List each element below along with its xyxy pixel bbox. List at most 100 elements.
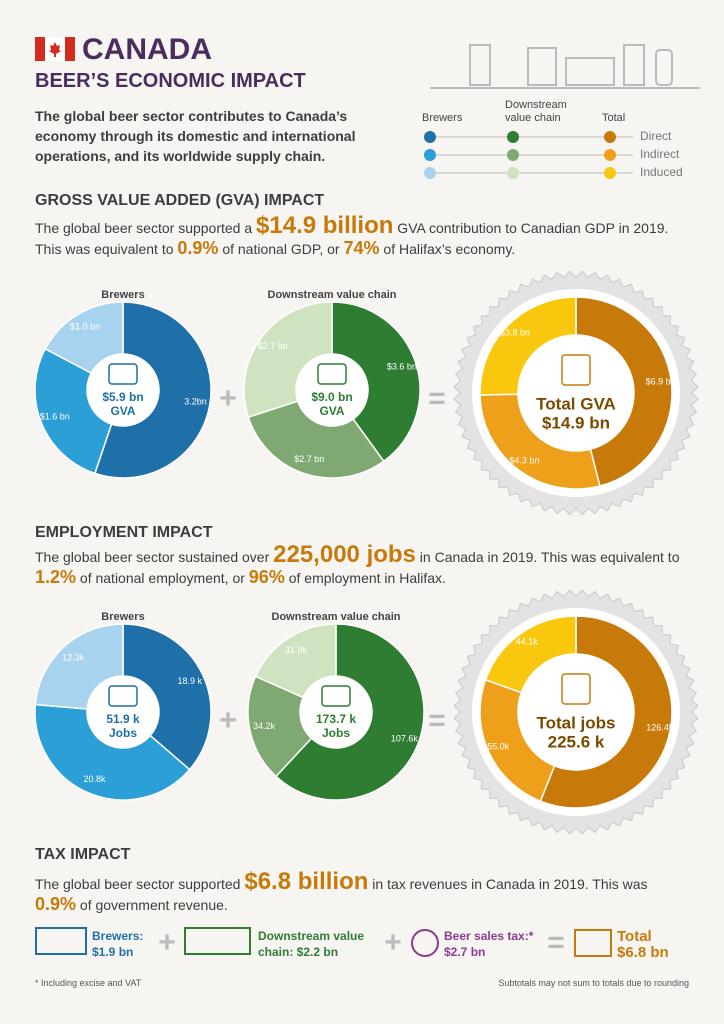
chart-title: Downstream value chain	[268, 289, 397, 301]
slice	[34, 703, 191, 801]
center-label: GVA	[110, 404, 135, 418]
section-heading: TAX IMPACT	[35, 846, 131, 863]
emphasis: $6.8 billion	[244, 868, 369, 895]
center-label: 225.6 k	[548, 732, 605, 751]
slice	[247, 400, 385, 479]
value-label: 18.9 k	[178, 676, 203, 686]
center-hole	[87, 354, 159, 426]
section-text: The global beer sector sustained over 22…	[35, 543, 705, 588]
center-icon	[317, 363, 347, 385]
center-hole	[518, 335, 634, 451]
center-label: $9.0 bn	[311, 390, 352, 404]
center-label: Jobs	[109, 726, 137, 740]
value-label: 3.2bn	[184, 396, 207, 406]
emphasis: 96%	[248, 567, 285, 587]
text: The global beer sector sustained over	[35, 549, 274, 565]
text: of national employment, or	[76, 570, 249, 586]
emphasis: 0.9%	[35, 894, 77, 914]
legend-column: Total	[602, 112, 625, 124]
value-label: 55.0k	[487, 742, 510, 752]
text: of Halifax’s economy.	[379, 241, 516, 257]
intro: The global beer sector contributes to Ca…	[35, 108, 356, 164]
value-label: 20.8k	[83, 774, 106, 784]
legend-dot	[604, 167, 616, 179]
legend-row: Induced	[640, 165, 683, 179]
center-icon	[108, 685, 138, 707]
slice	[243, 301, 333, 419]
emphasis: 225,000 jobs	[273, 541, 416, 568]
svg-text:+: +	[219, 704, 237, 737]
text: in Canada in 2019. This was equivalent t…	[415, 549, 680, 565]
emphasis: $14.9 billion	[256, 212, 394, 239]
footnote: * Including excise and VAT	[35, 978, 142, 988]
value-label: $2.7 bn	[258, 341, 288, 351]
center-label: $14.9 bn	[542, 413, 610, 432]
center-label: Total GVA	[536, 394, 616, 413]
text: in tax revenues in Canada in 2019. This …	[368, 876, 648, 892]
section-text: The global beer sector supported a $14.9…	[35, 214, 695, 259]
tax-item: $2.7 bn	[444, 945, 485, 959]
legend-dot	[424, 149, 436, 161]
chart-title: Downstream value chain	[272, 611, 401, 623]
value-label: $1.6 bn	[40, 412, 70, 422]
beer-icons	[430, 44, 700, 89]
legend-column: Brewers	[422, 112, 463, 124]
legend: Brewers Downstream value chain Total Direct I…	[422, 99, 683, 179]
tax-item: Brewers:	[92, 929, 143, 943]
center-label: 51.9 k	[106, 712, 140, 726]
legend-dot	[507, 131, 519, 143]
tax-item: chain: $2.2 bn	[258, 945, 338, 959]
emphasis: 0.9%	[177, 238, 219, 258]
chart-title: Brewers	[101, 611, 144, 623]
legend-column: Downstream value chain	[505, 99, 567, 124]
value-label: $2.7 bn	[294, 454, 324, 464]
center-hole	[518, 654, 634, 770]
svg-text:=: =	[428, 382, 446, 415]
svg-text:+: +	[219, 382, 237, 415]
value-label: 107.6k	[391, 733, 419, 743]
tax-item: Downstream value	[258, 929, 364, 943]
legend-dot	[604, 149, 616, 161]
legend-dot	[424, 167, 436, 179]
text: The global beer sector supported a	[35, 220, 257, 236]
legend-column: Downstream	[505, 99, 567, 111]
center-label: GVA	[319, 404, 344, 418]
value-label: 126.4k	[646, 723, 674, 733]
legend-column: value chain	[505, 112, 561, 124]
legend-dot	[507, 149, 519, 161]
subtitle: BEER’S ECONOMIC IMPACT	[35, 70, 306, 92]
center-hole	[296, 354, 368, 426]
flag	[35, 37, 75, 61]
slice	[331, 301, 421, 463]
operators: + = + = + + =	[158, 382, 565, 959]
section-heading: GROSS VALUE ADDED (GVA) IMPACT	[35, 192, 325, 209]
svg-text:=: =	[428, 704, 446, 737]
center-icon	[108, 363, 138, 385]
tax-item: $1.9 bn	[92, 945, 133, 959]
tax-item: Beer sales tax:*	[444, 929, 534, 943]
value-label: $1.0 bn	[70, 321, 100, 331]
value-label: $3.6 bn	[387, 362, 417, 372]
svg-text:=: =	[547, 926, 565, 959]
tax-icons	[35, 927, 612, 957]
text: of employment in Halifax.	[284, 570, 446, 586]
footnote: Subtotals may not sum to totals due to r…	[498, 978, 689, 988]
legend-dot	[604, 131, 616, 143]
svg-text:+: +	[158, 926, 176, 959]
svg-text:+: +	[384, 926, 402, 959]
chart-title: Brewers	[101, 289, 144, 301]
text: of government revenue.	[76, 897, 228, 913]
text: The global beer sector supported	[35, 876, 245, 892]
value-label: 12.3k	[62, 652, 85, 662]
value-label: 34.2k	[253, 721, 276, 731]
text: GVA contribution to Canadian GDP in 2019…	[35, 220, 669, 257]
legend-row: Direct	[640, 129, 672, 143]
value-label: $6.9 bn	[646, 377, 676, 387]
center-icon	[321, 685, 351, 707]
center-hole	[300, 676, 372, 748]
center-label: Jobs	[322, 726, 350, 740]
tax-item: Total	[617, 928, 652, 945]
country: CANADA	[82, 33, 212, 66]
